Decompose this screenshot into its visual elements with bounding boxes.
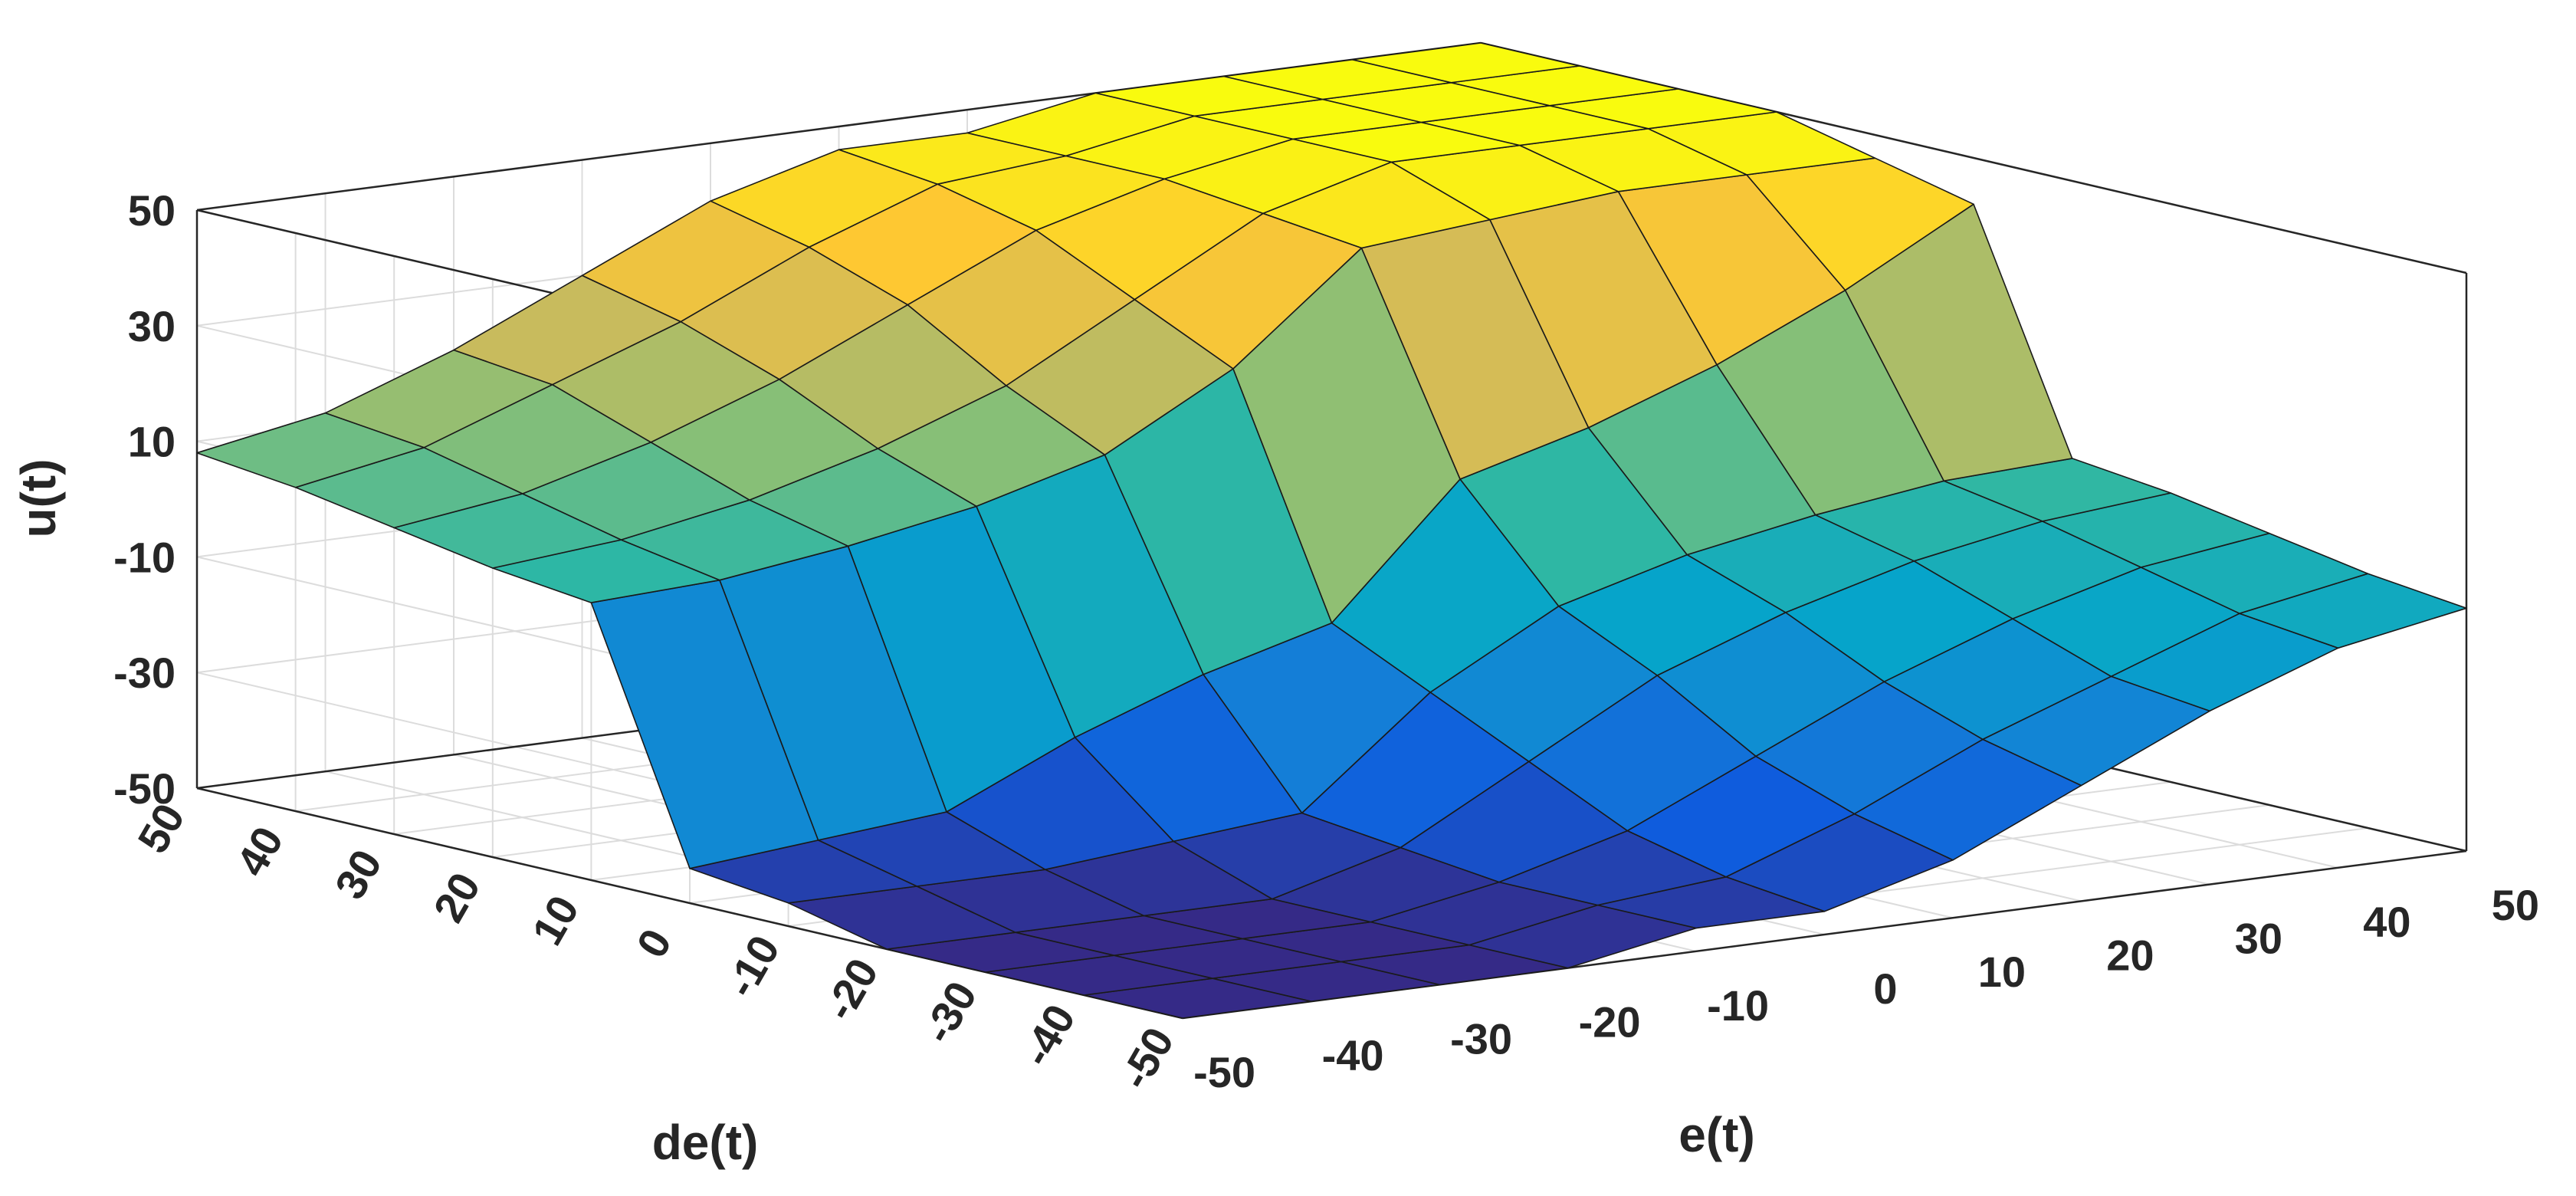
y-tick-label: -40 [1012, 996, 1085, 1074]
y-tick-label: -20 [815, 950, 888, 1028]
z-tick-label: 10 [128, 418, 176, 466]
y-tick-label: 10 [523, 888, 589, 953]
x-tick-label: 50 [2492, 881, 2539, 929]
y-tick-label: 20 [424, 865, 490, 930]
x-tick-label: 30 [2235, 915, 2282, 963]
x-tick-label: -10 [1707, 981, 1769, 1030]
y-tick-label: -30 [913, 973, 986, 1051]
x-tick-label: 20 [2106, 931, 2154, 979]
x-tick-label: 10 [1978, 948, 2026, 996]
surface-patches [196, 42, 2467, 1019]
x-axis-label: e(t) [1679, 1107, 1755, 1162]
y-tick-label: 30 [325, 842, 391, 907]
x-tick-label: -30 [1450, 1014, 1512, 1063]
x-tick-label: -40 [1322, 1031, 1384, 1079]
x-tick-label: -50 [1193, 1048, 1255, 1096]
y-tick-label: 0 [627, 921, 681, 965]
z-tick-label: -30 [113, 649, 176, 697]
y-axis-label: de(t) [652, 1115, 759, 1170]
z-tick-label: -50 [113, 764, 176, 813]
z-tick-label: 30 [128, 302, 176, 350]
z-tick-label: 50 [128, 186, 176, 235]
x-tick-label: 40 [2363, 898, 2410, 946]
y-tick-label: 40 [227, 819, 293, 884]
surface-patch [196, 412, 425, 488]
y-tick-label: -50 [1111, 1019, 1183, 1097]
x-tick-label: -20 [1579, 998, 1641, 1046]
y-tick-label: -10 [716, 927, 789, 1005]
z-tick-label: -10 [113, 533, 176, 581]
z-axis-label: u(t) [11, 458, 66, 537]
x-tick-label: 0 [1873, 964, 1897, 1013]
